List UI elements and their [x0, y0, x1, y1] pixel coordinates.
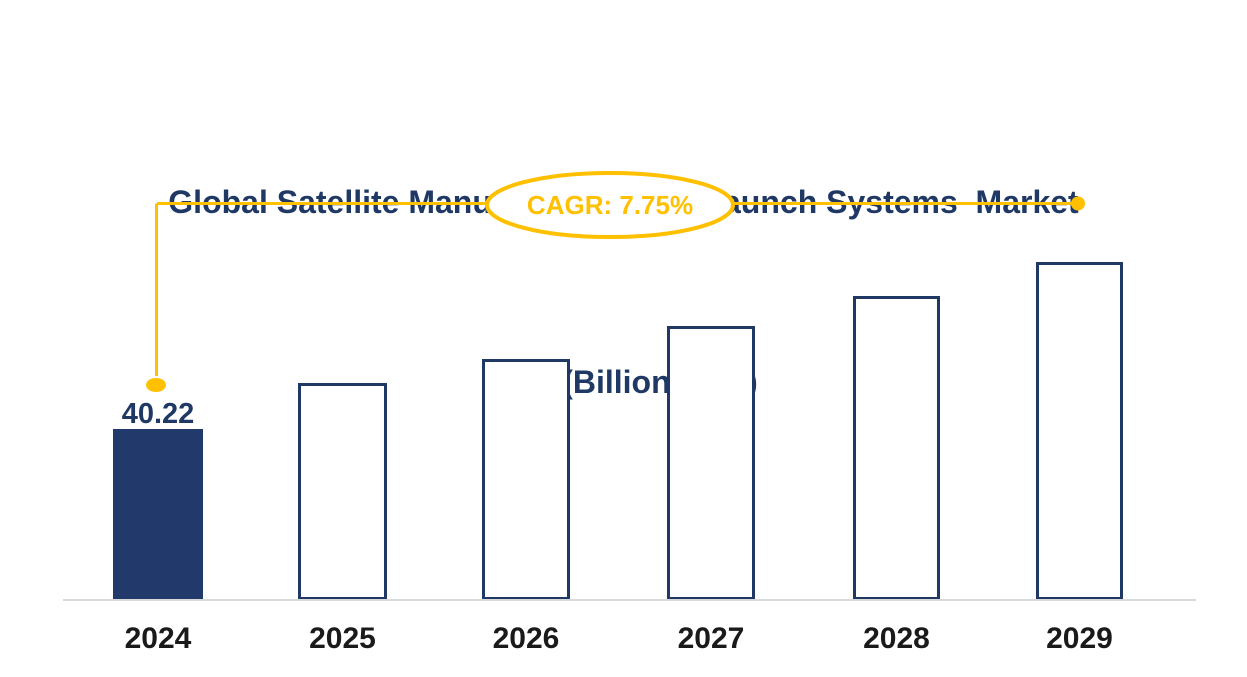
- bar-2026: [482, 359, 570, 600]
- cagr-label: CAGR: 7.75%: [527, 190, 693, 220]
- cagr-start-dot-icon: [146, 378, 166, 392]
- year-label-2025: 2025: [309, 622, 376, 655]
- bar-2028: [853, 296, 940, 600]
- year-label-2026: 2026: [492, 622, 560, 655]
- year-label-2024: 2024: [124, 622, 192, 655]
- value-label-2024: 40.22: [121, 398, 195, 430]
- cagr-ellipse: [485, 171, 735, 239]
- year-label-2029: 2029: [1046, 622, 1113, 655]
- bar-2029: [1036, 262, 1123, 600]
- year-label-2027: 2027: [677, 622, 745, 655]
- x-axis-line: [63, 599, 1196, 601]
- bar-2027: [667, 326, 755, 600]
- bar-2025: [298, 383, 387, 600]
- year-label-2028: 2028: [863, 622, 930, 655]
- cagr-end-dot-icon: [1071, 196, 1085, 211]
- bar-2024: [113, 429, 203, 600]
